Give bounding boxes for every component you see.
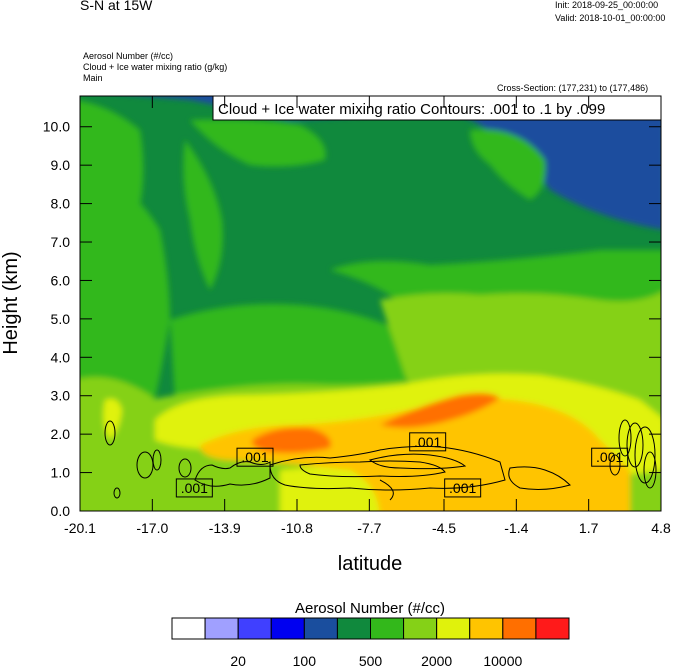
colorbar-swatch [171,617,206,640]
contour-label: .001 [444,478,482,498]
colorbar-label: 20 [230,653,246,668]
colorbar-label: 500 [359,653,383,668]
colorbar-swatch [370,617,405,640]
y-tick-label: 0.0 [51,503,71,519]
x-tick-label: -17.0 [136,520,168,536]
colorbar-swatch [303,617,338,640]
field-name-cloud: Cloud + Ice water mixing ratio (g/kg) [83,62,228,72]
field-name-aerosol: Aerosol Number (#/cc) [83,51,174,61]
contour-label: .001 [236,447,274,467]
colorbar-swatch [336,617,371,640]
y-tick-label: 1.0 [51,465,71,481]
x-tick-label: -1.4 [504,520,528,536]
svg-text:.001: .001 [449,480,476,496]
contour-title: Cloud + Ice water mixing ratio Contours:… [218,101,605,118]
contour-label: .001 [409,432,447,452]
x-tick: -1.4 [504,96,529,536]
x-tick-label: -13.9 [209,520,241,536]
colorbar-swatch [436,617,471,640]
contour-label: .001 [175,478,213,498]
svg-text:.001: .001 [596,449,623,465]
x-tick-label: -20.1 [64,520,96,536]
svg-text:.001: .001 [414,434,441,450]
y-tick: 7.0 [51,234,661,250]
colorbar-labels: 20 100 500 2000 10000 [230,653,522,668]
chart-title: S-N at 15W [80,0,153,13]
contour-labels: .001 .001 .001 .001 .001 [175,432,629,498]
x-tick-label: -7.7 [357,520,381,536]
y-tick-label: 6.0 [51,272,71,288]
field-name-main: Main [83,73,103,83]
x-tick-label: -4.5 [432,520,456,536]
cloud-contours [104,419,657,501]
svg-text:.001: .001 [241,449,268,465]
y-tick: 6.0 [51,272,661,288]
contour-label: .001 [591,447,629,467]
y-tick: 8.0 [51,196,661,212]
y-tick: 2.0 [51,426,661,442]
colorbar-swatch [469,617,504,640]
init-time: Init: 2018-09-25_00:00:00 [555,0,659,10]
y-tick: 4.0 [51,349,661,365]
x-tick: -7.7 [357,96,382,536]
y-tick: 10.0 [43,119,661,135]
x-tick: 4.8 [651,96,671,536]
x-axis: -20.1 -17.0 -13.9 -10.8 -7.7 -4.5 -1.4 1.7 4.8 [64,96,671,536]
y-axis: 0.0 1.0 2.0 3.0 4.0 5.0 6.0 7.0 8.0 9.0 10.0 [43,119,661,519]
x-tick-label: 1.7 [579,520,599,536]
colorbar [171,617,570,640]
y-tick-label: 2.0 [51,426,71,442]
y-tick-label: 3.0 [51,388,71,404]
colorbar-swatch [403,617,438,640]
y-tick-label: 9.0 [51,157,71,173]
y-tick: 3.0 [51,388,661,404]
x-tick-label: 4.8 [651,520,671,536]
colorbar-title: Aerosol Number (#/cc) [295,600,445,617]
colorbar-swatch [535,617,570,640]
colorbar-swatch [204,617,239,640]
y-tick-label: 10.0 [43,119,70,135]
x-tick: -4.5 [432,96,456,536]
y-tick: 1.0 [51,465,661,481]
x-tick-label: -10.8 [281,520,313,536]
x-tick: 1.7 [579,96,599,536]
aerosol-field: .001 .001 .001 .001 .001 [80,96,661,511]
colorbar-swatch [270,617,305,640]
y-tick-label: 8.0 [51,196,71,212]
colorbar-label: 100 [293,653,317,668]
y-tick-label: 5.0 [51,311,71,327]
x-tick: -17.0 [136,96,168,536]
y-tick-label: 7.0 [51,234,71,250]
x-tick: -13.9 [209,96,241,536]
y-tick-label: 4.0 [51,349,71,365]
svg-text:.001: .001 [181,480,208,496]
y-tick: 5.0 [51,311,661,327]
cross-section-label: Cross-Section: (177,231) to (177,486) [497,83,649,93]
colorbar-swatch [502,617,537,640]
x-tick: -20.1 [64,96,96,536]
x-axis-label: latitude [338,553,403,575]
colorbar-label: 10000 [483,653,522,668]
y-tick: 0.0 [51,503,661,519]
valid-time: Valid: 2018-10-01_00:00:00 [555,13,666,23]
colorbar-label: 2000 [421,653,452,668]
colorbar-swatch [237,617,272,640]
y-axis-label: Height (km) [0,251,22,354]
y-tick: 9.0 [51,157,661,173]
x-tick: -10.8 [281,96,313,536]
